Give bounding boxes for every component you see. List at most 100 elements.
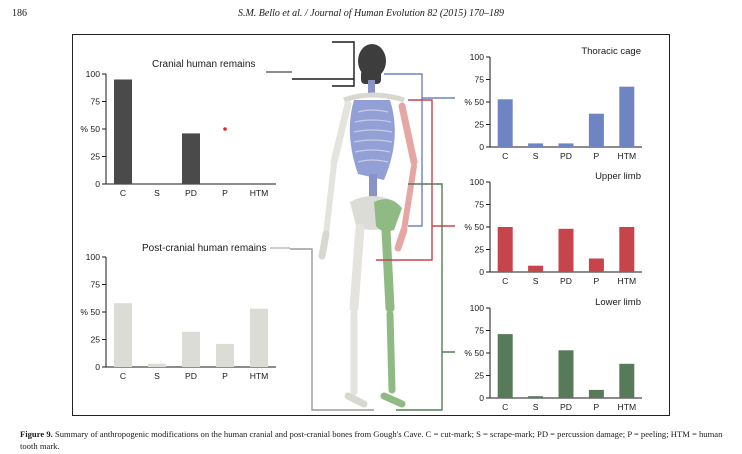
- y-tick-label: 75: [474, 200, 484, 210]
- bar-S: [528, 396, 544, 398]
- x-tick-label: PD: [185, 371, 197, 381]
- x-tick-label: C: [502, 402, 508, 412]
- chart-postcranial: Post-cranial human remains 0 25 % 50 75 100 C S…: [80, 243, 290, 381]
- x-tick-label: C: [502, 276, 508, 286]
- bar-S: [528, 265, 544, 272]
- x-tick-label: P: [222, 371, 228, 381]
- chart-title: Lower limb: [595, 297, 641, 308]
- y-tick-label: 25: [90, 152, 100, 162]
- chart-thoracic: Thoracic cage 0 25 % 50 75 100 C S PD P HTM: [464, 46, 642, 161]
- x-tick-label: C: [502, 151, 508, 161]
- chart-cranial: Cranial human remains 0 25 % 50 75 100 C S PD P HT…: [80, 59, 292, 198]
- right-forearm: [401, 163, 417, 233]
- x-tick-label: P: [594, 402, 600, 412]
- y-tick-label: % 50: [464, 222, 484, 232]
- y-tick-label: 25: [90, 335, 100, 345]
- connector-lines: [290, 41, 455, 411]
- right-humerus: [398, 102, 418, 166]
- chart-title: Post-cranial human remains: [142, 243, 267, 254]
- x-tick-label: S: [533, 402, 539, 412]
- bar-HTM: [619, 86, 635, 147]
- bar-S: [528, 143, 544, 147]
- x-tick-label: C: [120, 188, 126, 198]
- y-tick-label: 75: [90, 97, 100, 107]
- y-tick-label: % 50: [80, 124, 100, 134]
- bar-HTM: [250, 308, 268, 367]
- bar-C: [497, 99, 513, 147]
- left-forearm: [323, 161, 337, 237]
- skeleton-illustration: [318, 44, 418, 408]
- y-tick-label: 100: [470, 52, 485, 62]
- bar-P: [588, 389, 604, 398]
- chart-title: Upper limb: [595, 171, 641, 182]
- x-tick-label: PD: [560, 402, 572, 412]
- figure-9-panel: Cranial human remains 0 25 % 50 75 100 C S PD P HT…: [80, 41, 642, 412]
- journal-citation: S.M. Bello et al. / Journal of Human Evo…: [237, 8, 505, 19]
- bar-C: [497, 334, 513, 398]
- x-tick-label: P: [594, 276, 600, 286]
- bar-S: [148, 363, 166, 367]
- x-tick-label: HTM: [617, 151, 636, 161]
- x-tick-label: S: [154, 371, 160, 381]
- bar-PD: [558, 350, 574, 398]
- bar-C: [114, 79, 132, 184]
- y-tick-label: 25: [474, 245, 484, 255]
- figure-frame: [72, 34, 670, 416]
- y-tick-label: 75: [474, 75, 484, 85]
- y-tick-label: 75: [474, 326, 484, 336]
- thoracic-connector: [384, 73, 455, 227]
- bar-HTM: [619, 363, 635, 398]
- y-tick-label: 100: [470, 303, 485, 313]
- y-tick-label: 0: [95, 362, 100, 372]
- left-femur: [349, 223, 365, 313]
- y-tick-label: 0: [95, 179, 100, 189]
- x-tick-label: S: [533, 276, 539, 286]
- x-tick-label: P: [222, 188, 228, 198]
- caption-label: Figure 9.: [20, 429, 53, 439]
- x-tick-label: HTM: [250, 188, 269, 198]
- left-foot: [344, 392, 368, 408]
- page-number: 186: [12, 8, 27, 19]
- pelvis-right: [374, 199, 402, 232]
- bar-P: [216, 343, 234, 367]
- lower-connector: [396, 183, 455, 411]
- chart-upper: Upper limb 0 25 % 50 75 100 C S PD P HTM: [464, 171, 642, 286]
- figure-caption: Figure 9. Summary of anthropogenic modif…: [20, 428, 730, 452]
- y-tick-label: 100: [86, 69, 101, 79]
- y-tick-label: % 50: [464, 97, 484, 107]
- clavicles: [343, 92, 405, 103]
- x-tick-label: S: [154, 188, 160, 198]
- y-tick-label: 0: [479, 142, 484, 152]
- x-tick-label: HTM: [617, 402, 636, 412]
- y-tick-label: 25: [474, 371, 484, 381]
- bar-C: [497, 227, 513, 272]
- y-tick-label: 25: [474, 120, 484, 130]
- bar-PD: [182, 331, 200, 367]
- right-hand: [394, 226, 408, 252]
- bar-PD: [182, 133, 200, 184]
- bar-C: [114, 303, 132, 367]
- x-tick-label: PD: [560, 151, 572, 161]
- x-tick-label: C: [120, 371, 126, 381]
- jaw: [361, 70, 381, 84]
- bar-P: [588, 258, 604, 272]
- x-tick-label: PD: [560, 276, 572, 286]
- left-humerus: [330, 100, 352, 166]
- marker-point: [223, 127, 227, 131]
- x-tick-label: S: [533, 151, 539, 161]
- y-tick-label: 0: [479, 267, 484, 277]
- right-tibia: [386, 310, 396, 394]
- y-tick-label: 75: [90, 280, 100, 290]
- chart-title: Thoracic cage: [581, 46, 641, 57]
- chart-lower: Lower limb 0 25 % 50 75 100 C S PD P HTM: [464, 297, 642, 412]
- right-foot: [380, 392, 406, 408]
- cervical-spine: [368, 80, 375, 94]
- x-tick-label: PD: [185, 188, 197, 198]
- right-femur: [381, 225, 395, 313]
- y-tick-label: 0: [479, 393, 484, 403]
- ribs: [353, 109, 393, 163]
- x-tick-label: HTM: [617, 276, 636, 286]
- y-tick-label: 100: [470, 177, 485, 187]
- upper-connector: [376, 99, 455, 261]
- caption-text: Summary of anthropogenic modifications o…: [20, 429, 723, 451]
